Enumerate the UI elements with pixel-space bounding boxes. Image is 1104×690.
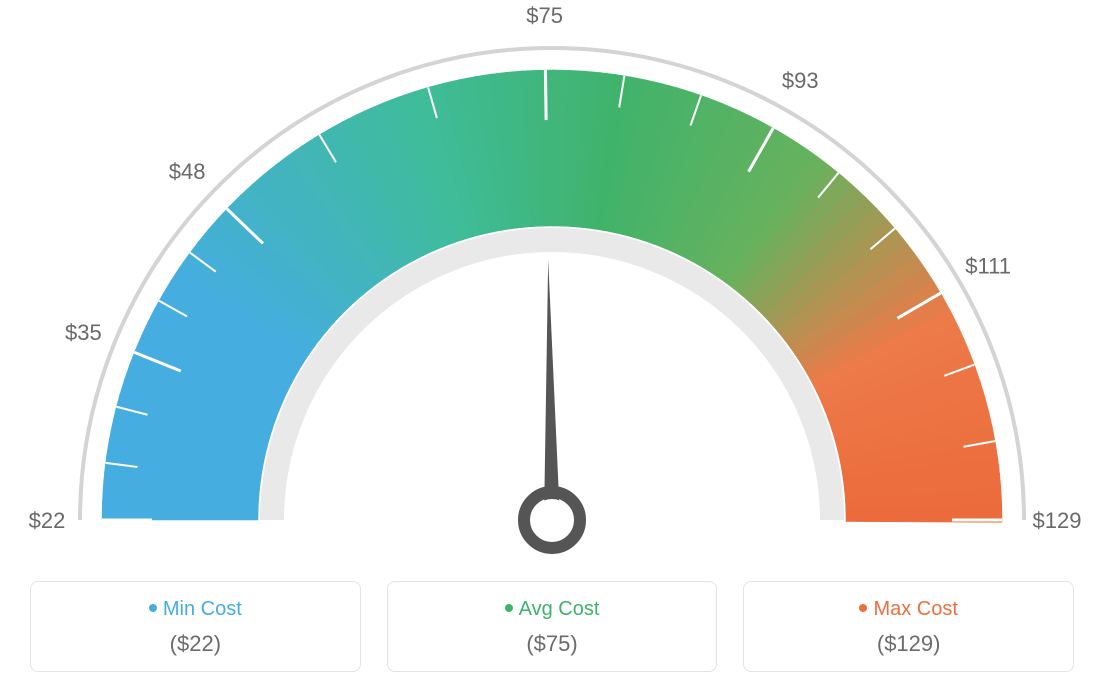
svg-text:$22: $22 bbox=[29, 508, 66, 533]
legend-card-max: Max Cost ($129) bbox=[743, 581, 1074, 672]
dot-icon bbox=[149, 604, 157, 612]
cost-gauge: $22 $35 $48 $75 $93 $111 $129 bbox=[0, 0, 1104, 570]
legend: Min Cost ($22) Avg Cost ($75) Max Cost (… bbox=[0, 581, 1104, 672]
legend-title: Min Cost bbox=[41, 598, 350, 621]
svg-text:$129: $129 bbox=[1033, 508, 1082, 533]
svg-text:$93: $93 bbox=[782, 68, 819, 93]
legend-value: ($75) bbox=[398, 631, 707, 657]
svg-text:$75: $75 bbox=[526, 3, 563, 28]
svg-text:$111: $111 bbox=[965, 253, 1011, 278]
gauge-chart-container: $22 $35 $48 $75 $93 $111 $129 Min Cost ($22) A… bbox=[0, 0, 1104, 690]
svg-text:$48: $48 bbox=[169, 159, 206, 184]
legend-value: ($129) bbox=[754, 631, 1063, 657]
legend-title: Max Cost bbox=[754, 598, 1063, 621]
legend-value: ($22) bbox=[41, 631, 350, 657]
legend-label: Max Cost bbox=[873, 598, 957, 620]
legend-label: Avg Cost bbox=[519, 598, 600, 620]
legend-label: Min Cost bbox=[163, 598, 242, 620]
legend-title: Avg Cost bbox=[398, 598, 707, 621]
dot-icon bbox=[859, 604, 867, 612]
legend-card-min: Min Cost ($22) bbox=[30, 581, 361, 672]
dot-icon bbox=[505, 604, 513, 612]
svg-text:$35: $35 bbox=[65, 320, 102, 345]
legend-card-avg: Avg Cost ($75) bbox=[387, 581, 718, 672]
